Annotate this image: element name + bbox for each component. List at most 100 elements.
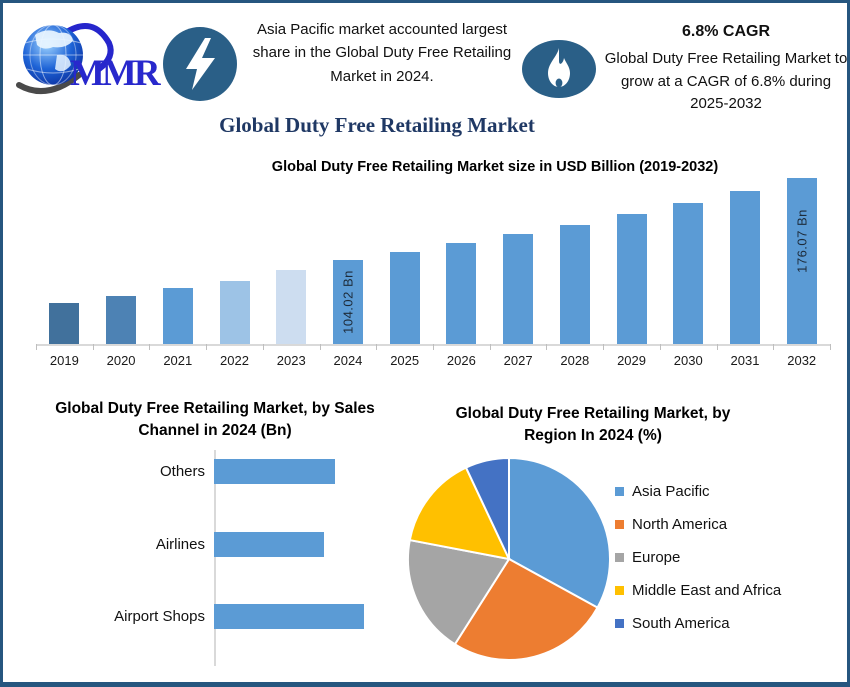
bar-value-label: 104.02 Bn bbox=[340, 270, 356, 334]
bar-2023 bbox=[276, 270, 307, 344]
bar-2021 bbox=[162, 288, 193, 344]
axis-tick bbox=[659, 344, 661, 350]
cagr-block: 6.8% CAGR Global Duty Free Retailing Mar… bbox=[603, 23, 848, 116]
bar-column: 104.02 Bn bbox=[320, 174, 377, 344]
axis-tick bbox=[773, 344, 775, 350]
legend-swatch bbox=[615, 586, 624, 595]
bar-column bbox=[433, 174, 490, 344]
axis-tick bbox=[262, 344, 264, 350]
bar-column bbox=[376, 174, 433, 344]
y-axis-line bbox=[214, 450, 216, 666]
x-axis-label: 2020 bbox=[106, 353, 136, 368]
hbar-others bbox=[214, 459, 335, 484]
x-axis-label: 2029 bbox=[617, 353, 646, 368]
logo-text: MMR bbox=[70, 53, 162, 94]
x-axis-label: 2019 bbox=[49, 353, 79, 368]
bar-2028 bbox=[559, 225, 590, 344]
asia-pacific-highlight-text: Asia Pacific market accounted largest sh… bbox=[252, 21, 512, 85]
x-axis-label: 2031 bbox=[730, 353, 760, 368]
bar-column bbox=[93, 174, 150, 344]
axis-tick bbox=[92, 344, 94, 350]
legend-item: Middle East and Africa bbox=[615, 574, 781, 607]
legend-swatch bbox=[615, 553, 624, 562]
x-axis-label: 2022 bbox=[220, 353, 249, 368]
legend-item: North America bbox=[615, 508, 781, 541]
legend-label: Europe bbox=[632, 549, 681, 566]
region-legend: Asia Pacific North America Europe Middle Ea… bbox=[615, 475, 781, 640]
x-axis-labels: 2019 2020 2021 2022 2023 2024 2025 2026 2027 2028… bbox=[36, 353, 830, 368]
axis-tick bbox=[716, 344, 718, 350]
hbar-airlines bbox=[214, 532, 324, 557]
bar-2022 bbox=[219, 281, 250, 344]
axis-tick bbox=[546, 344, 548, 350]
legend-item: Asia Pacific bbox=[615, 475, 781, 508]
flame-icon bbox=[522, 40, 596, 98]
x-axis-label: 2030 bbox=[673, 353, 703, 368]
axis-tick bbox=[36, 344, 37, 350]
x-axis-label: 2025 bbox=[390, 353, 420, 368]
logo-swoosh-gray bbox=[16, 72, 82, 94]
legend-swatch bbox=[615, 520, 624, 529]
axis-tick bbox=[830, 344, 831, 350]
bar-column bbox=[36, 174, 93, 344]
axis-tick bbox=[149, 344, 151, 350]
sales-channel-chart-title: Global Duty Free Retailing Market, by Sa… bbox=[55, 400, 375, 439]
axis-tick bbox=[489, 344, 491, 350]
pie-slice-south-america bbox=[464, 456, 510, 560]
page-title: Global Duty Free Retailing Market bbox=[219, 113, 535, 137]
legend-item: Europe bbox=[615, 541, 781, 574]
axis-tick bbox=[376, 344, 378, 350]
axis-tick bbox=[319, 344, 321, 350]
bar-column bbox=[546, 174, 603, 344]
region-chart-title: Global Duty Free Retailing Market, by Re… bbox=[455, 405, 731, 444]
bar-column: 176.07 Bn bbox=[773, 174, 830, 344]
legend-swatch bbox=[615, 619, 624, 628]
x-axis-label: 2024 bbox=[333, 353, 363, 368]
bar-value-label: 176.07 Bn bbox=[794, 209, 810, 273]
lightning-bolt-icon bbox=[163, 27, 237, 101]
mmr-logo: MMR bbox=[16, 22, 165, 94]
x-axis-label: 2027 bbox=[503, 353, 533, 368]
pie-slice-north-america bbox=[453, 557, 599, 662]
bar-2020 bbox=[106, 296, 137, 344]
legend-swatch bbox=[615, 487, 624, 496]
bar-column bbox=[660, 174, 717, 344]
hbar-row: Airport Shops bbox=[3, 604, 423, 629]
bar-column bbox=[263, 174, 320, 344]
pie-slice-asia-pacific bbox=[508, 456, 611, 610]
x-axis-label: 2026 bbox=[446, 353, 476, 368]
axis-tick bbox=[206, 344, 208, 350]
x-axis-label: 2032 bbox=[787, 353, 817, 368]
category-label: Airlines bbox=[155, 536, 205, 553]
pie-slice-europe bbox=[407, 538, 511, 646]
hbar-row: Others bbox=[3, 459, 423, 484]
category-label: Airport Shops bbox=[114, 608, 205, 625]
axis-tick bbox=[603, 344, 605, 350]
bar-2029 bbox=[616, 214, 647, 344]
category-label: Others bbox=[159, 463, 205, 480]
pie-slice-middle-east-and-africa bbox=[408, 466, 511, 561]
bar-column bbox=[490, 174, 547, 344]
bar-2024: 104.02 Bn bbox=[332, 260, 363, 344]
bar-column bbox=[206, 174, 263, 344]
logo-swoosh-blue bbox=[62, 22, 114, 72]
bar-column bbox=[149, 174, 206, 344]
bar-2019 bbox=[49, 303, 80, 344]
legend-label: North America bbox=[632, 516, 728, 533]
bar-column bbox=[717, 174, 774, 344]
legend-label: Asia Pacific bbox=[632, 483, 710, 500]
region-pie-chart bbox=[407, 456, 611, 662]
x-axis-label: 2028 bbox=[560, 353, 590, 368]
x-axis-label: 2021 bbox=[163, 353, 193, 368]
cagr-text: Global Duty Free Retailing Market to gro… bbox=[604, 50, 848, 112]
bar-2026 bbox=[446, 243, 477, 344]
axis-tick bbox=[433, 344, 434, 350]
bar-2032: 176.07 Bn bbox=[786, 178, 817, 344]
legend-label: South America bbox=[632, 615, 730, 632]
legend-item: South America bbox=[615, 607, 781, 640]
market-size-chart-title: Global Duty Free Retailing Market size i… bbox=[271, 159, 719, 175]
bar-2025 bbox=[389, 252, 420, 344]
bar-2030 bbox=[673, 203, 704, 344]
bar-2027 bbox=[503, 234, 534, 344]
